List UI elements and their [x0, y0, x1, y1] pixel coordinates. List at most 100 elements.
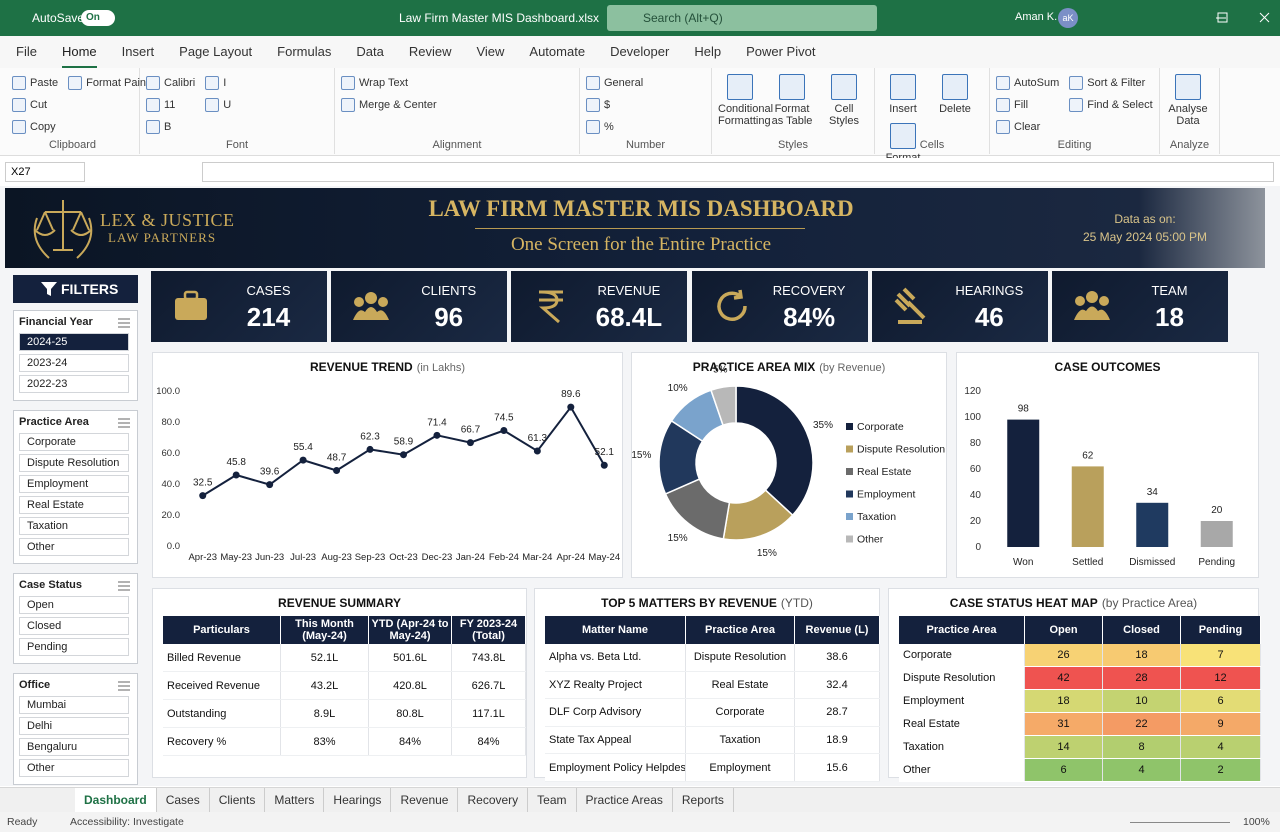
- filter-item[interactable]: 2024-25: [19, 333, 129, 351]
- group-label: Cells: [919, 139, 945, 151]
- ribbon-tab[interactable]: Home: [61, 36, 97, 69]
- sheet-tab[interactable]: Matters: [265, 788, 325, 813]
- filter-item[interactable]: Other: [19, 759, 129, 777]
- ribbon-tab[interactable]: Formulas: [277, 44, 332, 59]
- ribbon-button[interactable]: Clear: [996, 118, 1059, 136]
- ribbon-button[interactable]: Copy: [12, 118, 58, 136]
- table-row: DLF Corp Advisory Corporate 28.7: [545, 698, 880, 727]
- header-cell: This Month (May-24): [280, 616, 369, 644]
- y-tick-label: 60.0: [162, 448, 181, 459]
- autosave-toggle[interactable]: On: [81, 10, 115, 26]
- ribbon-tab[interactable]: Automate: [529, 44, 586, 59]
- data-label: 62.3: [360, 431, 380, 442]
- filter-item[interactable]: Employment: [19, 475, 129, 493]
- filter-item[interactable]: Corporate: [19, 433, 129, 451]
- ribbon-button[interactable]: General: [586, 74, 643, 92]
- table-cell: 38.6: [794, 644, 880, 672]
- ribbon-button[interactable]: 11: [146, 96, 195, 114]
- ribbon-tab[interactable]: File: [16, 44, 37, 59]
- filter-item[interactable]: Pending: [19, 638, 129, 656]
- sheet-tab[interactable]: Hearings: [324, 788, 392, 813]
- sheet-tab[interactable]: Recovery: [458, 788, 529, 813]
- table-cell: 10: [1102, 689, 1181, 713]
- filter-item[interactable]: Other: [19, 538, 129, 556]
- ribbon-button[interactable]: B: [146, 118, 195, 136]
- ribbon-button[interactable]: Merge & Center: [341, 96, 437, 114]
- table-cell: Received Revenue: [163, 671, 281, 700]
- table-cell: 9: [1180, 712, 1261, 736]
- point: [466, 439, 474, 447]
- ribbon-tab[interactable]: Power Pivot: [746, 44, 816, 59]
- ribbon-button[interactable]: AutoSum: [996, 74, 1059, 92]
- filter-item[interactable]: 2022-23: [19, 375, 129, 393]
- filter-item[interactable]: Real Estate: [19, 496, 129, 514]
- sheet-tab[interactable]: Reports: [673, 788, 734, 813]
- filter-item[interactable]: Dispute Resolution: [19, 454, 129, 472]
- ribbon-button[interactable]: $: [586, 96, 643, 114]
- header-cell: Open: [1024, 616, 1103, 644]
- ribbon-tab[interactable]: Developer: [610, 44, 670, 59]
- table-row: Real Estate 31 22 9: [899, 712, 1261, 736]
- ribbon-button[interactable]: Format as Table: [770, 74, 814, 136]
- sheet-tab[interactable]: Clients: [210, 788, 266, 813]
- window-controls[interactable]: [1160, 0, 1280, 36]
- table-cell: 28.7: [794, 698, 880, 727]
- filter-item[interactable]: Bengaluru: [19, 738, 129, 756]
- ribbon-button[interactable]: Analyse Data: [1166, 74, 1210, 136]
- dashboard-subtitle: One Screen for the Entire Practice: [510, 234, 772, 255]
- ribbon-tab[interactable]: Review: [408, 44, 452, 59]
- filter-item[interactable]: Mumbai: [19, 696, 129, 714]
- formula-input[interactable]: [202, 162, 1274, 182]
- button-label: Find & Select: [1087, 99, 1153, 111]
- ribbon-button[interactable]: %: [586, 118, 643, 136]
- ribbon-button[interactable]: Delete: [933, 74, 977, 115]
- ribbon-button[interactable]: U: [205, 96, 231, 114]
- sheet-tab[interactable]: Revenue: [391, 788, 459, 813]
- sheet-tab[interactable]: Team: [528, 788, 577, 813]
- chart: [41, 282, 57, 296]
- name-box[interactable]: X27: [5, 162, 85, 182]
- legend-swatch: [846, 490, 853, 498]
- title-sub: (by Revenue): [819, 362, 885, 374]
- filter-item[interactable]: 2023-24: [19, 354, 129, 372]
- sheet-tab[interactable]: Dashboard: [75, 788, 157, 815]
- button-label: Format Painter: [86, 77, 159, 89]
- status-zoom[interactable]: 100%: [1243, 816, 1270, 828]
- ribbon-tab[interactable]: Data: [356, 44, 384, 59]
- status-accessibility[interactable]: Accessibility: Investigate: [70, 816, 184, 828]
- group-label: Number: [625, 139, 666, 151]
- icon: [378, 297, 389, 307]
- ribbon-button[interactable]: Cut: [12, 96, 58, 114]
- icon: [1099, 296, 1109, 306]
- ribbon-button[interactable]: Insert: [881, 74, 925, 115]
- filter-item[interactable]: Open: [19, 596, 129, 614]
- ribbon-button[interactable]: Conditional Formatting: [718, 74, 773, 136]
- sheet-tab[interactable]: Cases: [157, 788, 210, 813]
- filter-item[interactable]: Closed: [19, 617, 129, 635]
- table-cell: 501.6L: [368, 644, 452, 672]
- table-cell: 743.8L: [451, 644, 526, 672]
- button-label: Insert: [889, 103, 917, 115]
- x-tick-label: Jun-23: [255, 552, 284, 563]
- user-avatar[interactable]: aK: [1058, 8, 1078, 28]
- ribbon-button[interactable]: Wrap Text: [341, 74, 437, 92]
- ribbon-button[interactable]: Find & Select: [1069, 96, 1153, 114]
- ribbon-tab[interactable]: Page Layout: [179, 44, 253, 59]
- filter-item[interactable]: Delhi: [19, 717, 129, 735]
- ribbon-button[interactable]: Paste: [12, 74, 58, 92]
- sheet-tab[interactable]: Practice Areas: [577, 788, 673, 813]
- ribbon-button[interactable]: Fill: [996, 96, 1059, 114]
- filter-item[interactable]: Taxation: [19, 517, 129, 535]
- ribbon-button[interactable]: Sort & Filter: [1069, 74, 1152, 92]
- search-box[interactable]: Search (Alt+Q): [607, 5, 877, 31]
- ribbon-tab[interactable]: View: [476, 44, 505, 59]
- table-cell: 18: [1024, 689, 1103, 713]
- ribbon-button[interactable]: Cell Styles: [822, 74, 866, 136]
- ribbon-button[interactable]: Calibri: [146, 74, 195, 92]
- ribbon-tab[interactable]: Insert: [121, 44, 155, 59]
- x-tick-label: Aug-23: [321, 552, 352, 563]
- ribbon-tab[interactable]: Help: [694, 44, 722, 59]
- ribbon-button[interactable]: Format Painter: [68, 74, 159, 92]
- ribbon-button[interactable]: I: [205, 74, 231, 92]
- chart-title: CASE OUTCOMES: [1054, 360, 1160, 374]
